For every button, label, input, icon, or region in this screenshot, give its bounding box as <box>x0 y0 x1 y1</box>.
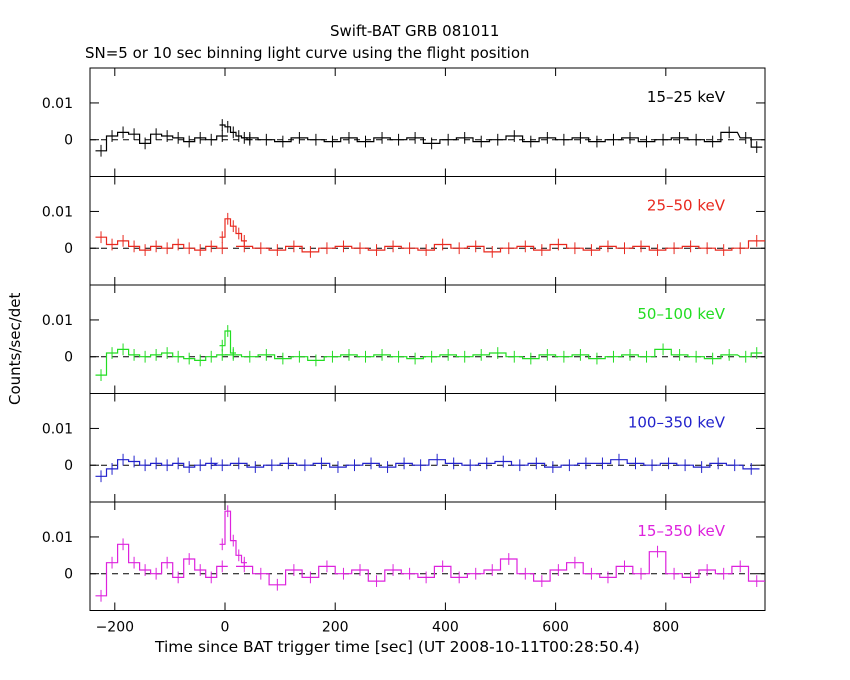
y-tick-label-1-1: 0.01 <box>42 204 73 220</box>
series-line-2-2 <box>225 348 763 361</box>
series-line-1-2 <box>236 240 765 253</box>
chart-title: Swift-BAT GRB 081011 <box>330 22 500 40</box>
series-line-4-0 <box>95 543 228 597</box>
x-tick-label-3: 400 <box>432 620 459 636</box>
series-line-1-0 <box>95 236 228 251</box>
band-label-1: 25–50 keV <box>647 197 726 215</box>
series-line-1-1 <box>219 218 247 242</box>
panel-frame-4 <box>89 501 766 611</box>
x-tick-label-2: 200 <box>322 620 349 636</box>
band-label-2: 50–100 keV <box>637 305 725 323</box>
y-tick-label-2-1: 0.01 <box>42 313 73 329</box>
panel-frame-1 <box>89 176 766 286</box>
x-tick-label-4: 600 <box>542 620 569 636</box>
y-tick-label-4-0: 0 <box>64 567 73 583</box>
band-label-4: 15–350 keV <box>637 522 725 540</box>
series-line-4-1 <box>219 510 247 564</box>
y-tick-label-4-1: 0.01 <box>42 530 73 546</box>
series-line-2-1 <box>219 330 236 354</box>
panel-frame-0 <box>89 67 766 177</box>
y-tick-label-3-0: 0 <box>64 458 73 474</box>
x-tick-label-0: −200 <box>96 620 134 636</box>
y-tick-label-0-1: 0.01 <box>42 96 73 112</box>
series-line-4-2 <box>236 551 765 586</box>
series-line-0-2 <box>241 131 763 148</box>
panel-frame-2 <box>89 284 766 394</box>
y-tick-label-3-1: 0.01 <box>42 421 73 437</box>
x-tick-label-1: 0 <box>221 620 230 636</box>
chart-subtitle: SN=5 or 10 sec binning light curve using… <box>85 44 530 62</box>
series-line-2-0 <box>95 348 228 376</box>
x-tick-label-5: 800 <box>652 620 679 636</box>
x-axis-label: Time since BAT trigger time [sec] (UT 20… <box>155 638 640 656</box>
band-label-0: 15–25 keV <box>647 88 726 106</box>
y-tick-label-0-0: 0 <box>64 133 73 149</box>
y-tick-label-2-0: 0 <box>64 350 73 366</box>
band-label-3: 100–350 keV <box>628 414 726 432</box>
series-line-0-0 <box>95 131 228 152</box>
y-tick-label-1-0: 0 <box>64 241 73 257</box>
panel-frame-3 <box>89 393 766 503</box>
series-line-3-0 <box>95 459 760 477</box>
